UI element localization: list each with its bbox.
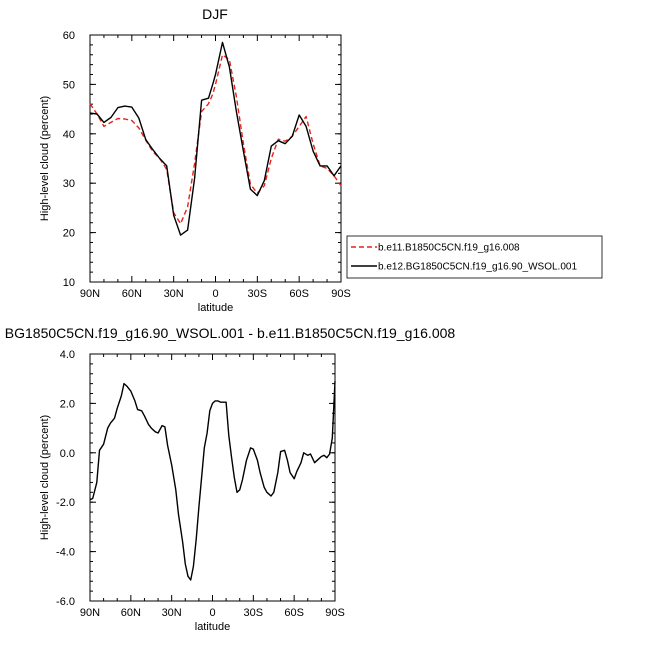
panel2-xtick-label: 60S [284,607,304,619]
panel2-xtick-label: 30N [162,607,182,619]
panel1-xtick-label: 90N [80,288,100,300]
panel1-xtick-label: 0 [212,288,218,300]
panel1-series-line-2 [89,41,342,236]
panel1-xtick-label: 90S [331,288,351,300]
panel2-plot-frame [89,353,336,602]
panel1-ytick-label: 50 [63,79,75,91]
panel2-ytick-label: -2.0 [56,497,75,509]
panel2-xtick-label: 90N [80,607,100,619]
panel2-ylabel: High-level cloud (percent) [39,415,51,540]
panel1-series-line-1 [89,54,342,225]
panel1-ytick-label: 10 [63,277,75,289]
panel2-ytick-label: 2.0 [60,398,75,410]
panel2-xtick-label: 0 [209,607,215,619]
panel1-title: DJF [202,6,228,22]
panel1-ytick-label: 60 [63,30,75,42]
panel2-series-line-1 [89,381,336,581]
panel2-xtick-label: 60N [121,607,141,619]
panel2-ytick-label: -4.0 [56,547,75,559]
panel2-ytick-label: 4.0 [60,349,75,361]
panel1-ytick-label: 40 [63,129,75,141]
panel1-xtick-label: 30S [248,288,268,300]
panel2-xtick-label: 30S [244,607,264,619]
panel2-ytick-label: -6.0 [56,596,75,608]
panel2-xlabel: latitude [195,621,230,633]
panel2-xtick-label: 90S [325,607,345,619]
panel1-xtick-label: 60S [289,288,309,300]
panel1-ylabel: High-level cloud (percent) [39,96,51,221]
panel1-xtick-label: 30N [164,288,184,300]
legend-label-2: b.e12.BG1850C5CN.f19_g16.90_WSOL.001 [378,262,577,273]
panel1-ytick-label: 30 [63,178,75,190]
legend-label-1: b.e11.B1850C5CN.f19_g16.008 [378,243,520,254]
panel1-xlabel: latitude [198,302,233,314]
panel2-title: BG1850C5CN.f19_g16.90_WSOL.001 - b.e11.B… [5,325,456,341]
panel2-ytick-label: 0.0 [60,448,75,460]
legend-box [346,235,603,279]
panel1-ytick-label: 20 [63,228,75,240]
panel1-xtick-label: 60N [122,288,142,300]
